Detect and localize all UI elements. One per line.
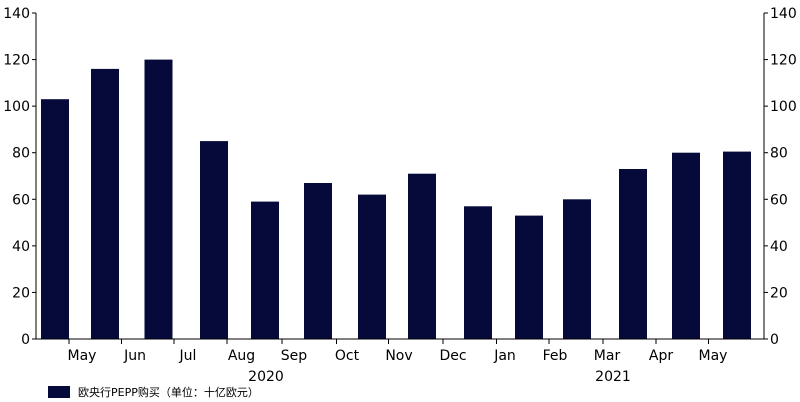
x-tick-label: Jul [179,348,197,364]
x-tick-label: May [699,348,728,364]
bar-5 [251,201,279,339]
year-label: 2020 [248,369,284,385]
x-tick-label: Sep [281,348,308,364]
x-tick-label: Feb [543,348,568,364]
y-tick-label-right: 40 [770,239,788,255]
bar-4 [200,141,228,339]
y-tick-label-right: 0 [770,332,779,348]
bar-12 [619,169,647,339]
x-tick-label: Jan [493,348,516,364]
x-tick-label: Apr [649,348,673,364]
x-tick-label: Mar [594,348,621,364]
y-tick-label-left: 100 [3,99,30,115]
y-tick-label-left: 120 [3,53,30,69]
y-tick-label-left: 20 [12,285,30,301]
y-tick-label-right: 20 [770,285,788,301]
y-tick-label-right: 140 [770,6,797,22]
legend-label: 欧央行PEPP购买（单位：十亿欧元） [78,385,259,399]
bar-10 [515,215,543,339]
legend-swatch [48,386,70,398]
y-tick-label-right: 80 [770,146,788,162]
y-tick-label-right: 100 [770,99,797,115]
x-tick-label: Jun [123,348,146,364]
x-tick-label: May [68,348,97,364]
x-tick-label: Nov [385,348,412,364]
y-tick-label-left: 0 [21,332,30,348]
y-tick-label-left: 80 [12,146,30,162]
bar-11 [563,199,591,339]
bar-7 [358,194,386,339]
x-tick-label: Dec [439,348,466,364]
bar-2 [91,68,119,340]
legend: 欧央行PEPP购买（单位：十亿欧元） [48,385,259,399]
y-tick-label-left: 40 [12,239,30,255]
bar-6 [304,183,332,339]
bar-8 [408,173,436,339]
y-tick-label-left: 60 [12,192,30,208]
bar-13 [672,152,700,339]
x-tick-label: Oct [335,348,360,364]
year-label: 2021 [595,369,631,385]
bars-group [41,59,751,340]
bar-3 [144,59,173,339]
y-tick-label-right: 60 [770,192,788,208]
x-tick-label: Aug [228,348,255,364]
axes-group [32,12,768,344]
bar-9 [464,206,492,339]
y-tick-label-right: 120 [770,53,797,69]
bar-1 [41,99,69,339]
y-tick-label-left: 140 [3,6,30,22]
bar-14 [723,151,751,339]
